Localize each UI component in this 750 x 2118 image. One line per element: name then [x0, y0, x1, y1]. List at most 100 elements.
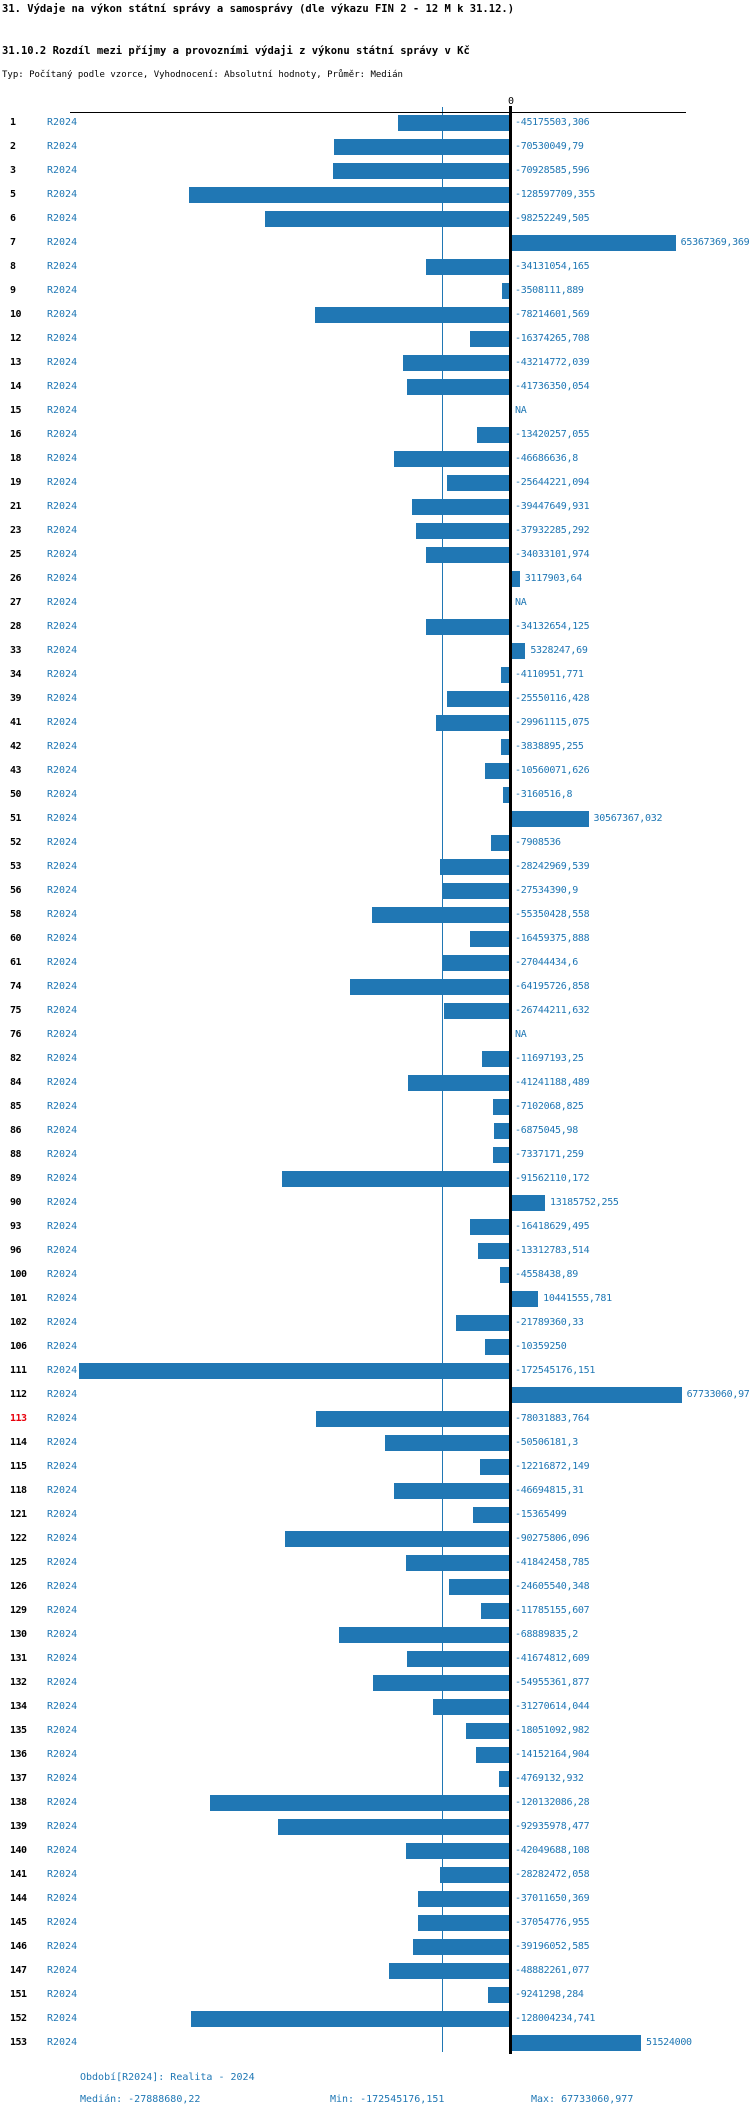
bar[interactable] [477, 427, 511, 443]
row-period-label[interactable]: R2024 [47, 381, 78, 392]
bar[interactable] [446, 475, 511, 491]
row-period-label[interactable]: R2024 [47, 1341, 78, 1352]
row-period-label[interactable]: R2024 [47, 117, 78, 128]
bar[interactable] [493, 1123, 511, 1139]
row-period-label[interactable]: R2024 [47, 1989, 78, 2000]
bar[interactable] [432, 1699, 511, 1715]
row-period-label[interactable]: R2024 [47, 1677, 78, 1688]
bar[interactable] [284, 1531, 511, 1547]
row-period-label[interactable]: R2024 [47, 1917, 78, 1928]
row-period-label[interactable]: R2024 [47, 1293, 78, 1304]
bar[interactable] [388, 1963, 511, 1979]
row-period-label[interactable]: R2024 [47, 573, 78, 584]
row-period-label[interactable]: R2024 [47, 909, 78, 920]
row-period-label[interactable]: R2024 [47, 1557, 78, 1568]
row-period-label[interactable]: R2024 [47, 1605, 78, 1616]
row-period-label[interactable]: R2024 [47, 1629, 78, 1640]
bar[interactable] [444, 1003, 511, 1019]
row-period-label[interactable]: R2024 [47, 1821, 78, 1832]
row-period-label[interactable]: R2024 [47, 1461, 78, 1472]
row-period-label[interactable]: R2024 [47, 1317, 78, 1328]
bar[interactable] [412, 1939, 511, 1955]
bar[interactable] [475, 1747, 511, 1763]
row-period-label[interactable]: R2024 [47, 213, 78, 224]
row-period-label[interactable]: R2024 [47, 885, 78, 896]
bar[interactable] [265, 211, 511, 227]
row-period-label[interactable]: R2024 [47, 141, 78, 152]
bar[interactable] [79, 1363, 511, 1379]
bar[interactable] [491, 835, 511, 851]
row-period-label[interactable]: R2024 [47, 933, 78, 944]
bar[interactable] [481, 1603, 511, 1619]
bar[interactable] [499, 1267, 511, 1283]
bar[interactable] [425, 259, 511, 275]
row-period-label[interactable]: R2024 [47, 1869, 78, 1880]
row-period-label[interactable]: R2024 [47, 1845, 78, 1856]
bar[interactable] [512, 2035, 641, 2051]
bar[interactable] [447, 691, 511, 707]
bar[interactable] [481, 1051, 511, 1067]
row-period-label[interactable]: R2024 [47, 285, 78, 296]
row-period-label[interactable]: R2024 [47, 1053, 78, 1064]
row-period-label[interactable]: R2024 [47, 1149, 78, 1160]
bar[interactable] [407, 1075, 511, 1091]
row-period-label[interactable]: R2024 [47, 669, 78, 680]
bar[interactable] [372, 907, 511, 923]
bar[interactable] [189, 187, 511, 203]
bar[interactable] [492, 1147, 511, 1163]
bar[interactable] [512, 1387, 682, 1403]
row-period-label[interactable]: R2024 [47, 957, 78, 968]
bar[interactable] [485, 1339, 511, 1355]
bar[interactable] [394, 1483, 511, 1499]
row-period-label[interactable]: R2024 [47, 405, 78, 416]
row-period-label[interactable]: R2024 [47, 501, 78, 512]
row-period-label[interactable]: R2024 [47, 357, 78, 368]
bar[interactable] [465, 1723, 511, 1739]
row-period-label[interactable]: R2024 [47, 1413, 78, 1424]
bar[interactable] [512, 1291, 539, 1307]
row-period-label[interactable]: R2024 [47, 789, 78, 800]
row-period-label[interactable]: R2024 [47, 1101, 78, 1112]
row-period-label[interactable]: R2024 [47, 645, 78, 656]
bar[interactable] [405, 1843, 511, 1859]
row-period-label[interactable]: R2024 [47, 1725, 78, 1736]
row-period-label[interactable]: R2024 [47, 1893, 78, 1904]
row-period-label[interactable]: R2024 [47, 861, 78, 872]
row-period-label[interactable]: R2024 [47, 1077, 78, 1088]
bar[interactable] [512, 571, 520, 587]
row-period-label[interactable]: R2024 [47, 2037, 78, 2048]
bar[interactable] [333, 163, 511, 179]
row-period-label[interactable]: R2024 [47, 1029, 78, 1040]
row-period-label[interactable]: R2024 [47, 1749, 78, 1760]
row-period-label[interactable]: R2024 [47, 717, 78, 728]
bar[interactable] [281, 1171, 511, 1187]
bar[interactable] [512, 811, 589, 827]
row-period-label[interactable]: R2024 [47, 1005, 78, 1016]
bar[interactable] [418, 1891, 511, 1907]
row-period-label[interactable]: R2024 [47, 549, 78, 560]
row-period-label[interactable]: R2024 [47, 765, 78, 776]
row-period-label[interactable]: R2024 [47, 1509, 78, 1520]
bar[interactable] [373, 1675, 511, 1691]
row-period-label[interactable]: R2024 [47, 837, 78, 848]
row-period-label[interactable]: R2024 [47, 189, 78, 200]
bar[interactable] [477, 1243, 511, 1259]
bar[interactable] [416, 523, 511, 539]
row-period-label[interactable]: R2024 [47, 1773, 78, 1784]
row-period-label[interactable]: R2024 [47, 1365, 78, 1376]
bar[interactable] [402, 355, 511, 371]
bar[interactable] [443, 955, 511, 971]
bar[interactable] [412, 499, 511, 515]
row-period-label[interactable]: R2024 [47, 1581, 78, 1592]
bar[interactable] [512, 1195, 545, 1211]
row-period-label[interactable]: R2024 [47, 477, 78, 488]
bar[interactable] [315, 1411, 511, 1427]
bar[interactable] [278, 1819, 511, 1835]
bar[interactable] [406, 1651, 511, 1667]
bar[interactable] [449, 1579, 511, 1595]
bar[interactable] [469, 931, 511, 947]
bar[interactable] [499, 1771, 511, 1787]
row-period-label[interactable]: R2024 [47, 1197, 78, 1208]
row-period-label[interactable]: R2024 [47, 2013, 78, 2024]
row-period-label[interactable]: R2024 [47, 333, 78, 344]
